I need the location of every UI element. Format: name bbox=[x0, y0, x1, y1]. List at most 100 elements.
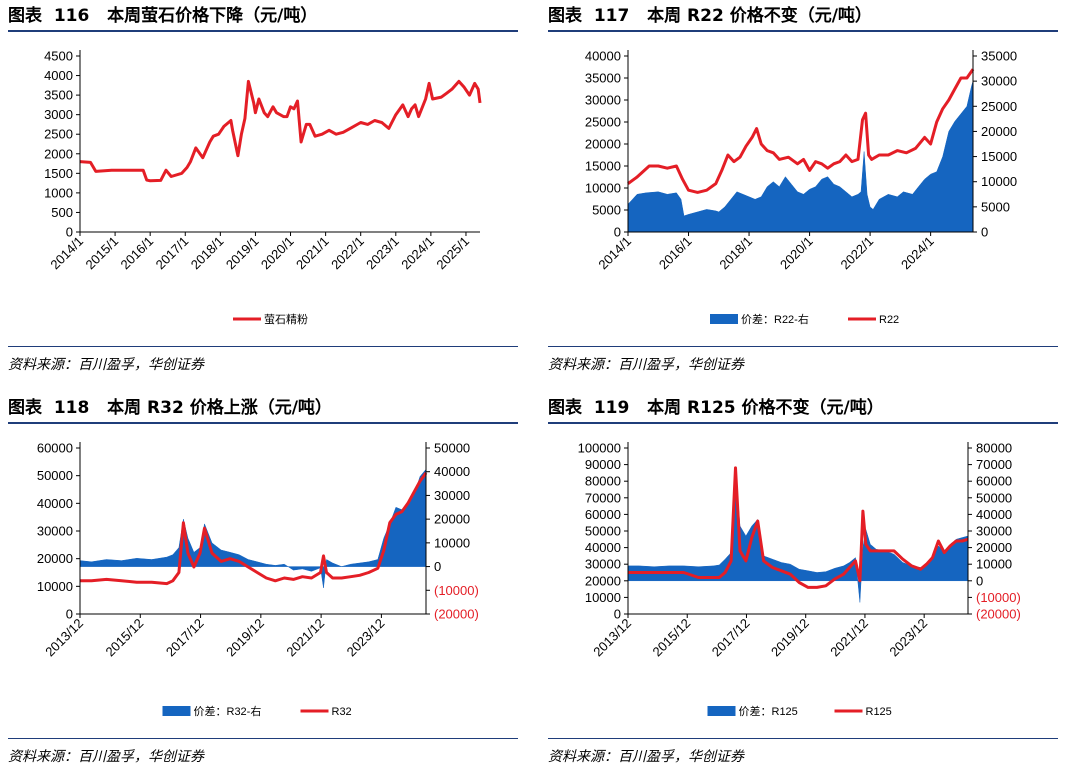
x-tick-label: 2019/12 bbox=[768, 616, 812, 660]
source-rule bbox=[548, 346, 1058, 347]
legend-swatch-area bbox=[710, 314, 738, 324]
y-tick-label: 3500 bbox=[44, 88, 73, 103]
y-tick-label: 20000 bbox=[585, 573, 621, 588]
x-tick-label: 2020/1 bbox=[258, 234, 297, 273]
y2-tick-label: 5000 bbox=[981, 199, 1010, 214]
legend-label: R32 bbox=[332, 706, 352, 718]
y2-tick-label: 20000 bbox=[434, 512, 470, 527]
y2-tick-label: (10000) bbox=[434, 583, 479, 598]
y2-tick-label: 80000 bbox=[976, 441, 1012, 456]
x-tick-label: 2019/1 bbox=[223, 234, 262, 273]
y-tick-label: 10000 bbox=[37, 579, 73, 594]
y-tick-label: 35000 bbox=[585, 71, 621, 86]
x-tick-label: 2016/1 bbox=[118, 234, 157, 273]
x-tick-label: 2021/12 bbox=[283, 616, 327, 660]
legend-swatch-area bbox=[707, 706, 736, 716]
y-tick-label: 90000 bbox=[585, 457, 621, 472]
panel-title: 图表 118 本周 R32 价格上涨（元/吨） bbox=[8, 398, 332, 418]
y-tick-label: 4500 bbox=[44, 49, 73, 64]
panel-116: 图表 116 本周萤石价格下降（元/吨） 0 500 1000 1500 2000 250… bbox=[8, 4, 518, 384]
y-tick-label: 5000 bbox=[592, 203, 621, 218]
x-tick-label: 2017/12 bbox=[163, 616, 207, 660]
panel-117: 图表 117 本周 R22 价格不变（元/吨） 0 5000 10000 15000 2… bbox=[548, 4, 1058, 384]
source-note: 资料来源：百川盈孚，华创证券 bbox=[548, 749, 744, 765]
x-tick-label: 2020/1 bbox=[777, 234, 816, 273]
y-tick-label: 40000 bbox=[585, 540, 621, 555]
y-tick-label: 500 bbox=[51, 205, 73, 220]
chart-117: 0 5000 10000 15000 20000 25000 30000 35000 40000… bbox=[585, 49, 1017, 327]
legend-label: R125 bbox=[866, 706, 892, 718]
y-tick-label: 40000 bbox=[37, 496, 73, 511]
x-tick-label: 2017/12 bbox=[709, 616, 753, 660]
title-rule bbox=[8, 30, 518, 32]
y-tick-label: 30000 bbox=[585, 557, 621, 572]
x-tick-label: 2017/1 bbox=[153, 234, 192, 273]
x-tick-label: 2024/1 bbox=[898, 234, 937, 273]
legend-label: 价差：R125 bbox=[739, 704, 798, 718]
y-tick-label: 70000 bbox=[585, 490, 621, 505]
y-tick-label: 0 bbox=[614, 225, 621, 240]
y-tick-label: 2500 bbox=[44, 127, 73, 142]
y2-tick-label: 70000 bbox=[976, 457, 1012, 472]
y2-tick-label: 10000 bbox=[981, 174, 1017, 189]
y-tick-label: 20000 bbox=[37, 551, 73, 566]
y2-tick-label: 0 bbox=[976, 573, 983, 588]
series-area-0 bbox=[79, 468, 427, 588]
y2-tick-label: 30000 bbox=[981, 74, 1017, 89]
x-tick-label: 2013/12 bbox=[590, 616, 634, 660]
x-tick-label: 2015/1 bbox=[82, 234, 121, 273]
y-tick-label: 0 bbox=[66, 225, 73, 240]
x-tick-label: 2021/12 bbox=[827, 616, 871, 660]
y2-tick-label: 10000 bbox=[434, 535, 470, 550]
y-tick-label: 15000 bbox=[585, 159, 621, 174]
y2-tick-label: 20000 bbox=[981, 124, 1017, 139]
legend-swatch-area bbox=[162, 706, 191, 716]
x-tick-label: 2022/1 bbox=[328, 234, 367, 273]
panel-title: 图表 119 本周 R125 价格不变（元/吨） bbox=[548, 398, 884, 418]
legend-label: 价差：R32-右 bbox=[194, 704, 262, 718]
y2-tick-label: 50000 bbox=[434, 441, 470, 456]
x-tick-label: 2025/1 bbox=[433, 234, 472, 273]
x-tick-label: 2023/1 bbox=[363, 234, 402, 273]
x-tick-label: 2019/12 bbox=[223, 616, 267, 660]
chart-119: 0100002000030000400005000060000700008000… bbox=[578, 441, 1021, 719]
y2-tick-label: 0 bbox=[981, 225, 988, 240]
y-tick-label: 60000 bbox=[37, 441, 73, 456]
y2-tick-label: 25000 bbox=[981, 99, 1017, 114]
y-tick-label: 10000 bbox=[585, 181, 621, 196]
source-note: 资料来源：百川盈孚，华创证券 bbox=[8, 357, 204, 373]
chart-118: 0 10000 20000 30000 40000 50000 60000 (20000) (1… bbox=[37, 441, 479, 719]
source-rule bbox=[8, 346, 518, 347]
series-line-1 bbox=[628, 466, 969, 589]
y2-tick-label: 0 bbox=[434, 559, 441, 574]
title-rule bbox=[8, 422, 518, 424]
y-tick-label: 0 bbox=[614, 607, 621, 622]
y-tick-label: 20000 bbox=[585, 137, 621, 152]
y2-tick-label: 35000 bbox=[981, 49, 1017, 64]
y-tick-label: 2000 bbox=[44, 146, 73, 161]
source-rule bbox=[548, 738, 1058, 739]
y2-tick-label: 40000 bbox=[434, 464, 470, 479]
source-note: 资料来源：百川盈孚，华创证券 bbox=[548, 357, 744, 373]
y-tick-label: 100000 bbox=[578, 441, 621, 456]
y2-tick-label: 30000 bbox=[976, 524, 1012, 539]
y2-tick-label: 30000 bbox=[434, 488, 470, 503]
y-tick-label: 1500 bbox=[44, 166, 73, 181]
title-rule bbox=[548, 30, 1058, 32]
legend-label: 萤石精粉 bbox=[264, 313, 308, 326]
y2-tick-label: 40000 bbox=[976, 507, 1012, 522]
x-tick-label: 2024/1 bbox=[398, 234, 437, 273]
series-line-1 bbox=[627, 68, 975, 194]
series-line-0 bbox=[79, 79, 482, 183]
source-rule bbox=[8, 738, 518, 739]
x-tick-label: 2018/1 bbox=[716, 234, 755, 273]
y-tick-label: 0 bbox=[66, 607, 73, 622]
x-tick-label: 2015/12 bbox=[650, 616, 694, 660]
y2-tick-label: 10000 bbox=[976, 557, 1012, 572]
panel-119: 图表 119 本周 R125 价格不变（元/吨） 0 10000 20000 3000… bbox=[548, 396, 1058, 773]
x-tick-label: 2023/12 bbox=[344, 616, 388, 660]
y2-tick-label: (10000) bbox=[976, 590, 1021, 605]
y-tick-label: 1000 bbox=[44, 185, 73, 200]
y-tick-label: 50000 bbox=[585, 524, 621, 539]
title-rule bbox=[548, 422, 1058, 424]
